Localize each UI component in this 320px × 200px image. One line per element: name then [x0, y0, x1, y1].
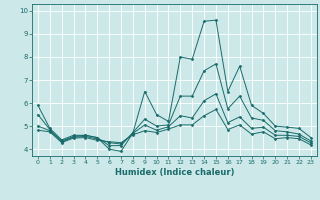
X-axis label: Humidex (Indice chaleur): Humidex (Indice chaleur) — [115, 168, 234, 177]
